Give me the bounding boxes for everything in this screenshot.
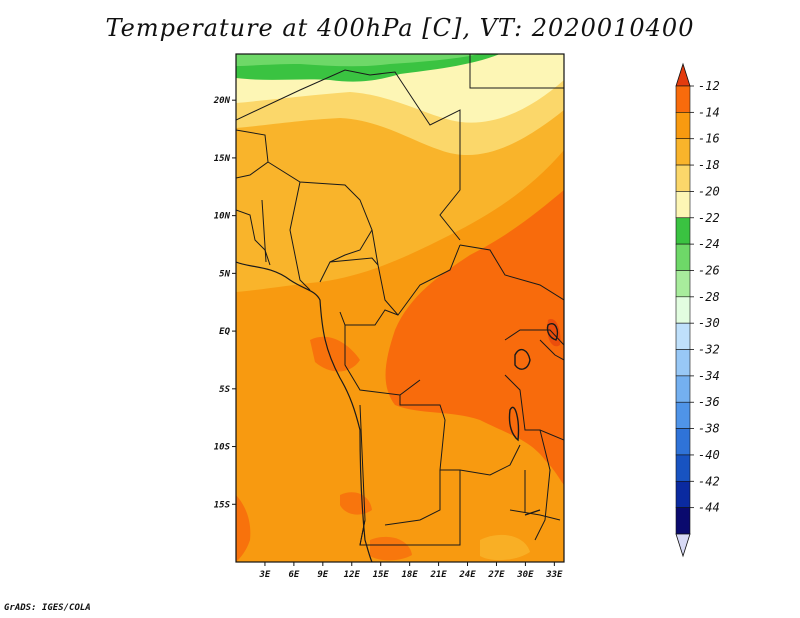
lon-tick-label: 33E (545, 570, 563, 580)
lon-tick-label: 18E (402, 570, 419, 580)
grads-credit: GrADS: IGES/COLA (4, 603, 91, 613)
colorbar-label: -16 (698, 132, 720, 146)
colorbar-box (675, 112, 691, 140)
map-title: Temperature at 400hPa [C], VT: 202001040… (105, 14, 695, 42)
lat-tick-label: 15S (214, 500, 231, 510)
colorbar-box (675, 322, 691, 350)
field-hottest (547, 319, 561, 347)
colorbar-label: -24 (698, 237, 720, 251)
colorbar-box (675, 296, 691, 324)
colorbar-label: -36 (698, 395, 720, 409)
colorbar-box (675, 401, 691, 429)
field-hot-core (385, 190, 564, 485)
lon-tick-label: 30E (516, 570, 534, 580)
colorbar-label: -18 (698, 158, 720, 172)
colorbar: -12 -14 -16 -18 -20 -22 -24 -26 -28 -30 -32 -34 -36 -… (675, 62, 720, 558)
plot-frame (235, 53, 565, 563)
colorbar-box (675, 164, 691, 192)
lon-tick-label: 24E (458, 570, 476, 580)
country-borders (236, 54, 564, 546)
colorbar-label: -28 (698, 290, 720, 304)
colorbar-label: -14 (698, 105, 720, 119)
colorbar-label: -40 (698, 448, 720, 462)
lon-tick-label: 9E (317, 570, 328, 580)
colorbar-box (675, 138, 691, 166)
lat-tick-label: 10S (214, 443, 231, 453)
lon-tick-label: 3E (259, 570, 271, 580)
lat-tick-label: 15N (214, 154, 231, 164)
colorbar-box (675, 191, 691, 219)
colorbar-label: -30 (698, 316, 720, 330)
lat-tick-label: 5S (219, 385, 230, 395)
field-north-lightgreen (236, 54, 480, 67)
colorbar-label: -32 (698, 343, 720, 357)
lat-tick-label: 20N (213, 96, 231, 106)
latitude-axis: 20N 15N 10N 5N EQ 5S 10S 15S (213, 96, 236, 510)
lat-tick-label: EQ (219, 327, 230, 337)
field-hot-se (480, 534, 530, 561)
lon-tick-label: 27E (487, 570, 505, 580)
lat-tick-label: 5N (219, 269, 230, 279)
colorbar-label: -42 (698, 474, 720, 488)
coastline (236, 261, 373, 562)
colorbar-box (675, 375, 691, 403)
colorbar-box (675, 454, 691, 482)
colorbar-box (675, 480, 691, 508)
colorbar-label: -44 (698, 501, 720, 515)
colorbar-label: -26 (698, 263, 720, 277)
lon-tick-label: 21E (429, 570, 447, 580)
lon-tick-label: 15E (373, 570, 390, 580)
colorbar-label: -34 (698, 369, 720, 383)
lat-tick-label: 10N (214, 212, 231, 222)
colorbar-box (675, 349, 691, 377)
lon-tick-label: 6E (288, 570, 299, 580)
longitude-axis: 3E 6E 9E 12E 15E 18E 21E 24E 27E 30E 33E (259, 562, 563, 580)
colorbar-label: -38 (698, 422, 720, 436)
colorbar-box (675, 428, 691, 456)
colorbar-label: -20 (698, 184, 720, 198)
colorbar-box (675, 507, 691, 535)
colorbar-label: -22 (698, 211, 720, 225)
lakes (508, 323, 559, 516)
colorbar-box (675, 85, 691, 113)
colorbar-box (675, 217, 691, 245)
colorbar-top-triangle (675, 62, 691, 87)
field-hot-sw (236, 495, 251, 562)
colorbar-box (675, 243, 691, 271)
colorbar-label: -12 (698, 79, 720, 93)
shaded-field (236, 54, 564, 562)
field-hot-west (310, 336, 360, 372)
lon-tick-label: 12E (344, 570, 361, 580)
colorbar-box (675, 270, 691, 298)
field-hot-s2 (370, 536, 412, 561)
colorbar-bottom-triangle (675, 533, 691, 558)
